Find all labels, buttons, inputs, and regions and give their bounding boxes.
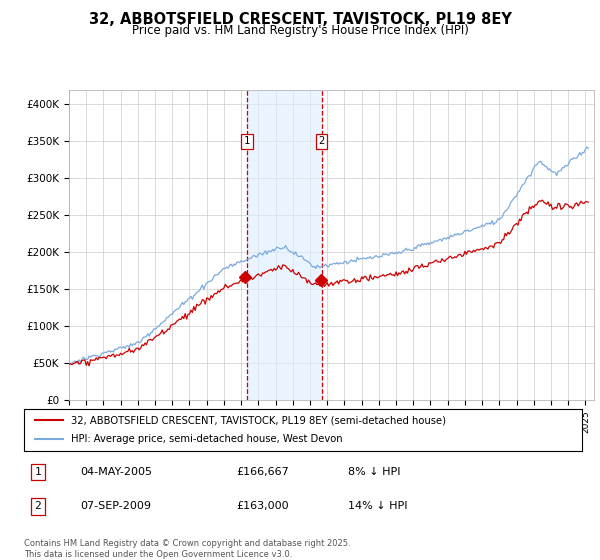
Text: 04-MAY-2005: 04-MAY-2005 bbox=[80, 467, 152, 477]
Text: HPI: Average price, semi-detached house, West Devon: HPI: Average price, semi-detached house,… bbox=[71, 434, 343, 444]
Text: Price paid vs. HM Land Registry's House Price Index (HPI): Price paid vs. HM Land Registry's House … bbox=[131, 24, 469, 36]
Text: 2: 2 bbox=[35, 501, 41, 511]
Text: Contains HM Land Registry data © Crown copyright and database right 2025.
This d: Contains HM Land Registry data © Crown c… bbox=[24, 539, 350, 559]
Text: £166,667: £166,667 bbox=[236, 467, 289, 477]
Text: 32, ABBOTSFIELD CRESCENT, TAVISTOCK, PL19 8EY (semi-detached house): 32, ABBOTSFIELD CRESCENT, TAVISTOCK, PL1… bbox=[71, 415, 446, 425]
Text: 32, ABBOTSFIELD CRESCENT, TAVISTOCK, PL19 8EY: 32, ABBOTSFIELD CRESCENT, TAVISTOCK, PL1… bbox=[89, 12, 511, 27]
Text: 07-SEP-2009: 07-SEP-2009 bbox=[80, 501, 151, 511]
Text: 1: 1 bbox=[244, 137, 250, 146]
Text: 8% ↓ HPI: 8% ↓ HPI bbox=[347, 467, 400, 477]
Text: £163,000: £163,000 bbox=[236, 501, 289, 511]
Bar bbox=[247, 90, 322, 400]
Text: 1: 1 bbox=[35, 467, 41, 477]
Text: 2: 2 bbox=[319, 137, 325, 146]
Text: 14% ↓ HPI: 14% ↓ HPI bbox=[347, 501, 407, 511]
